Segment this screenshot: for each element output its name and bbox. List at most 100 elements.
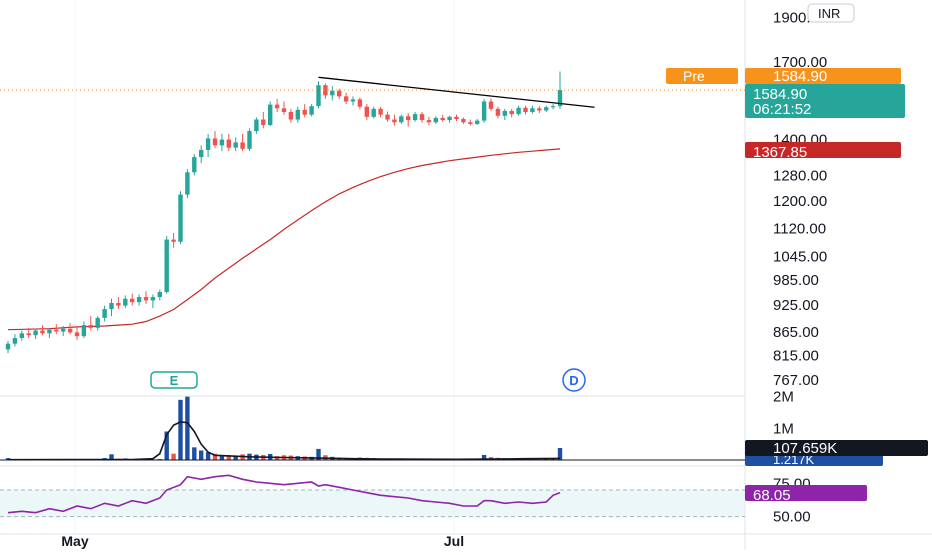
candle-body [178,195,182,242]
time-tick-label: Jul [444,533,464,549]
candle [240,134,244,151]
candle-body [40,331,44,334]
candle-body [68,329,72,333]
candle-body [544,107,548,110]
candle-body [116,303,120,306]
price-tick-label: 985.00 [773,272,819,289]
candle [406,113,410,127]
candle [372,107,376,119]
candle-body [537,108,541,110]
last-price-badge-text: 06:21:52 [753,101,811,118]
dividend-marker-label: D [569,373,578,388]
candle-body [365,107,369,117]
candle-body [158,292,162,297]
candle-body [503,111,507,116]
candle [358,97,362,109]
candle-body [427,120,431,122]
candle-body [551,106,555,107]
volume-value-badge: 107.659K [745,440,928,457]
candle [489,98,493,111]
candle [123,295,127,308]
candle [378,107,382,118]
currency-label: INR [818,6,840,21]
candle [351,96,355,105]
price-tick-label: 925.00 [773,297,819,314]
candle-body [171,240,175,242]
candle [261,112,265,128]
volume-bar [171,454,175,460]
candle-body [530,108,534,112]
candle [399,115,403,124]
candle-body [523,108,527,112]
candle-body [516,108,520,114]
candle [365,104,369,120]
candle-body [27,333,31,335]
candle [392,115,396,126]
volume-tick-label: 2M [773,389,794,406]
candle [441,115,445,122]
candle-body [61,329,65,332]
candle [385,111,389,121]
candle-body [144,297,148,300]
pre-label: Pre [683,68,705,84]
candle [165,236,169,294]
candle [158,289,162,300]
candle [316,81,320,108]
candle [537,106,541,113]
candle [289,109,293,123]
rsi-pane [0,475,745,516]
candle [434,116,438,124]
candle [130,294,134,306]
candle-body [475,121,479,124]
ma-value-badge-text: 1367.85 [753,144,807,161]
candle-body [151,297,155,300]
candle-body [33,331,37,336]
candle-body [213,138,217,145]
candle-body [20,333,24,338]
candle-body [413,114,417,120]
candle [33,329,37,339]
candle [151,295,155,309]
candle [20,331,24,341]
candle-body [234,142,238,147]
candle-body [282,108,286,112]
candle-body [447,117,451,120]
trendline-layer [0,77,745,107]
candle-body [13,338,17,344]
candle [220,134,224,151]
candle-body [372,109,376,117]
time-axis[interactable]: May Jul [61,533,464,549]
candle [475,119,479,125]
candle-body [102,309,106,318]
candle-body [406,116,410,120]
volume-bar [192,447,196,460]
candle-body [316,85,320,106]
price-tick-label: 767.00 [773,372,819,389]
candle [234,137,238,151]
candle [427,117,431,125]
candle [268,101,272,126]
candle [6,341,10,353]
candle [461,117,465,124]
candle-body [289,112,293,120]
candle [96,316,100,330]
candle-body [309,106,313,114]
price-tick-label: 1045.00 [773,248,827,265]
candle [213,131,217,148]
candle [227,134,231,151]
candle [344,93,348,104]
candle [330,86,334,100]
volume-bar [185,397,189,460]
volume-bar [199,451,203,461]
candle [503,109,507,120]
time-tick-label: May [61,533,88,549]
candle-body [385,115,389,120]
candle-body [296,110,300,120]
candle-body [496,109,500,116]
candle-body [420,114,424,120]
